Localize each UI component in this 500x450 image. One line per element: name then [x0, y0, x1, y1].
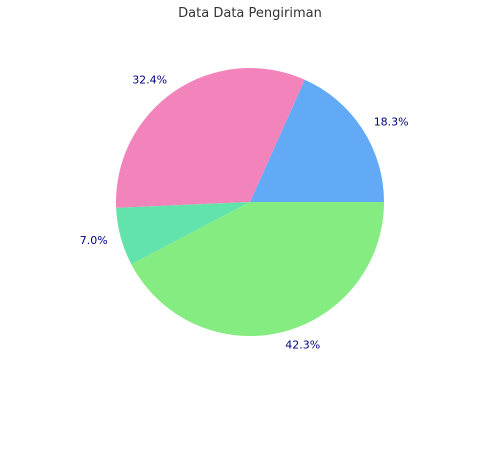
pie-slices — [116, 68, 384, 336]
pie-slice-label-4: 42.3% — [285, 339, 320, 352]
pie-slice-4 — [131, 202, 384, 336]
pie-slice-label-1: 18.3% — [374, 115, 409, 128]
pie-slice-label-3: 7.0% — [80, 234, 108, 247]
pie-slice-2 — [116, 68, 305, 208]
pie-slice-label-2: 32.4% — [132, 74, 167, 87]
pie-slice-3 — [116, 202, 250, 265]
chart-title: Data Data Pengiriman — [178, 6, 322, 21]
pie-slice-1 — [250, 79, 384, 202]
pie-labels: 18.3% 32.4% 7.0% 42.3% — [80, 74, 409, 352]
